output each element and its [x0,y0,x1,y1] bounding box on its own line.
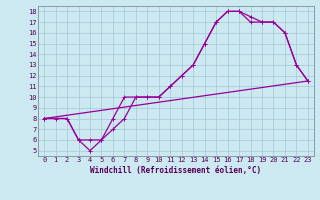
X-axis label: Windchill (Refroidissement éolien,°C): Windchill (Refroidissement éolien,°C) [91,166,261,175]
